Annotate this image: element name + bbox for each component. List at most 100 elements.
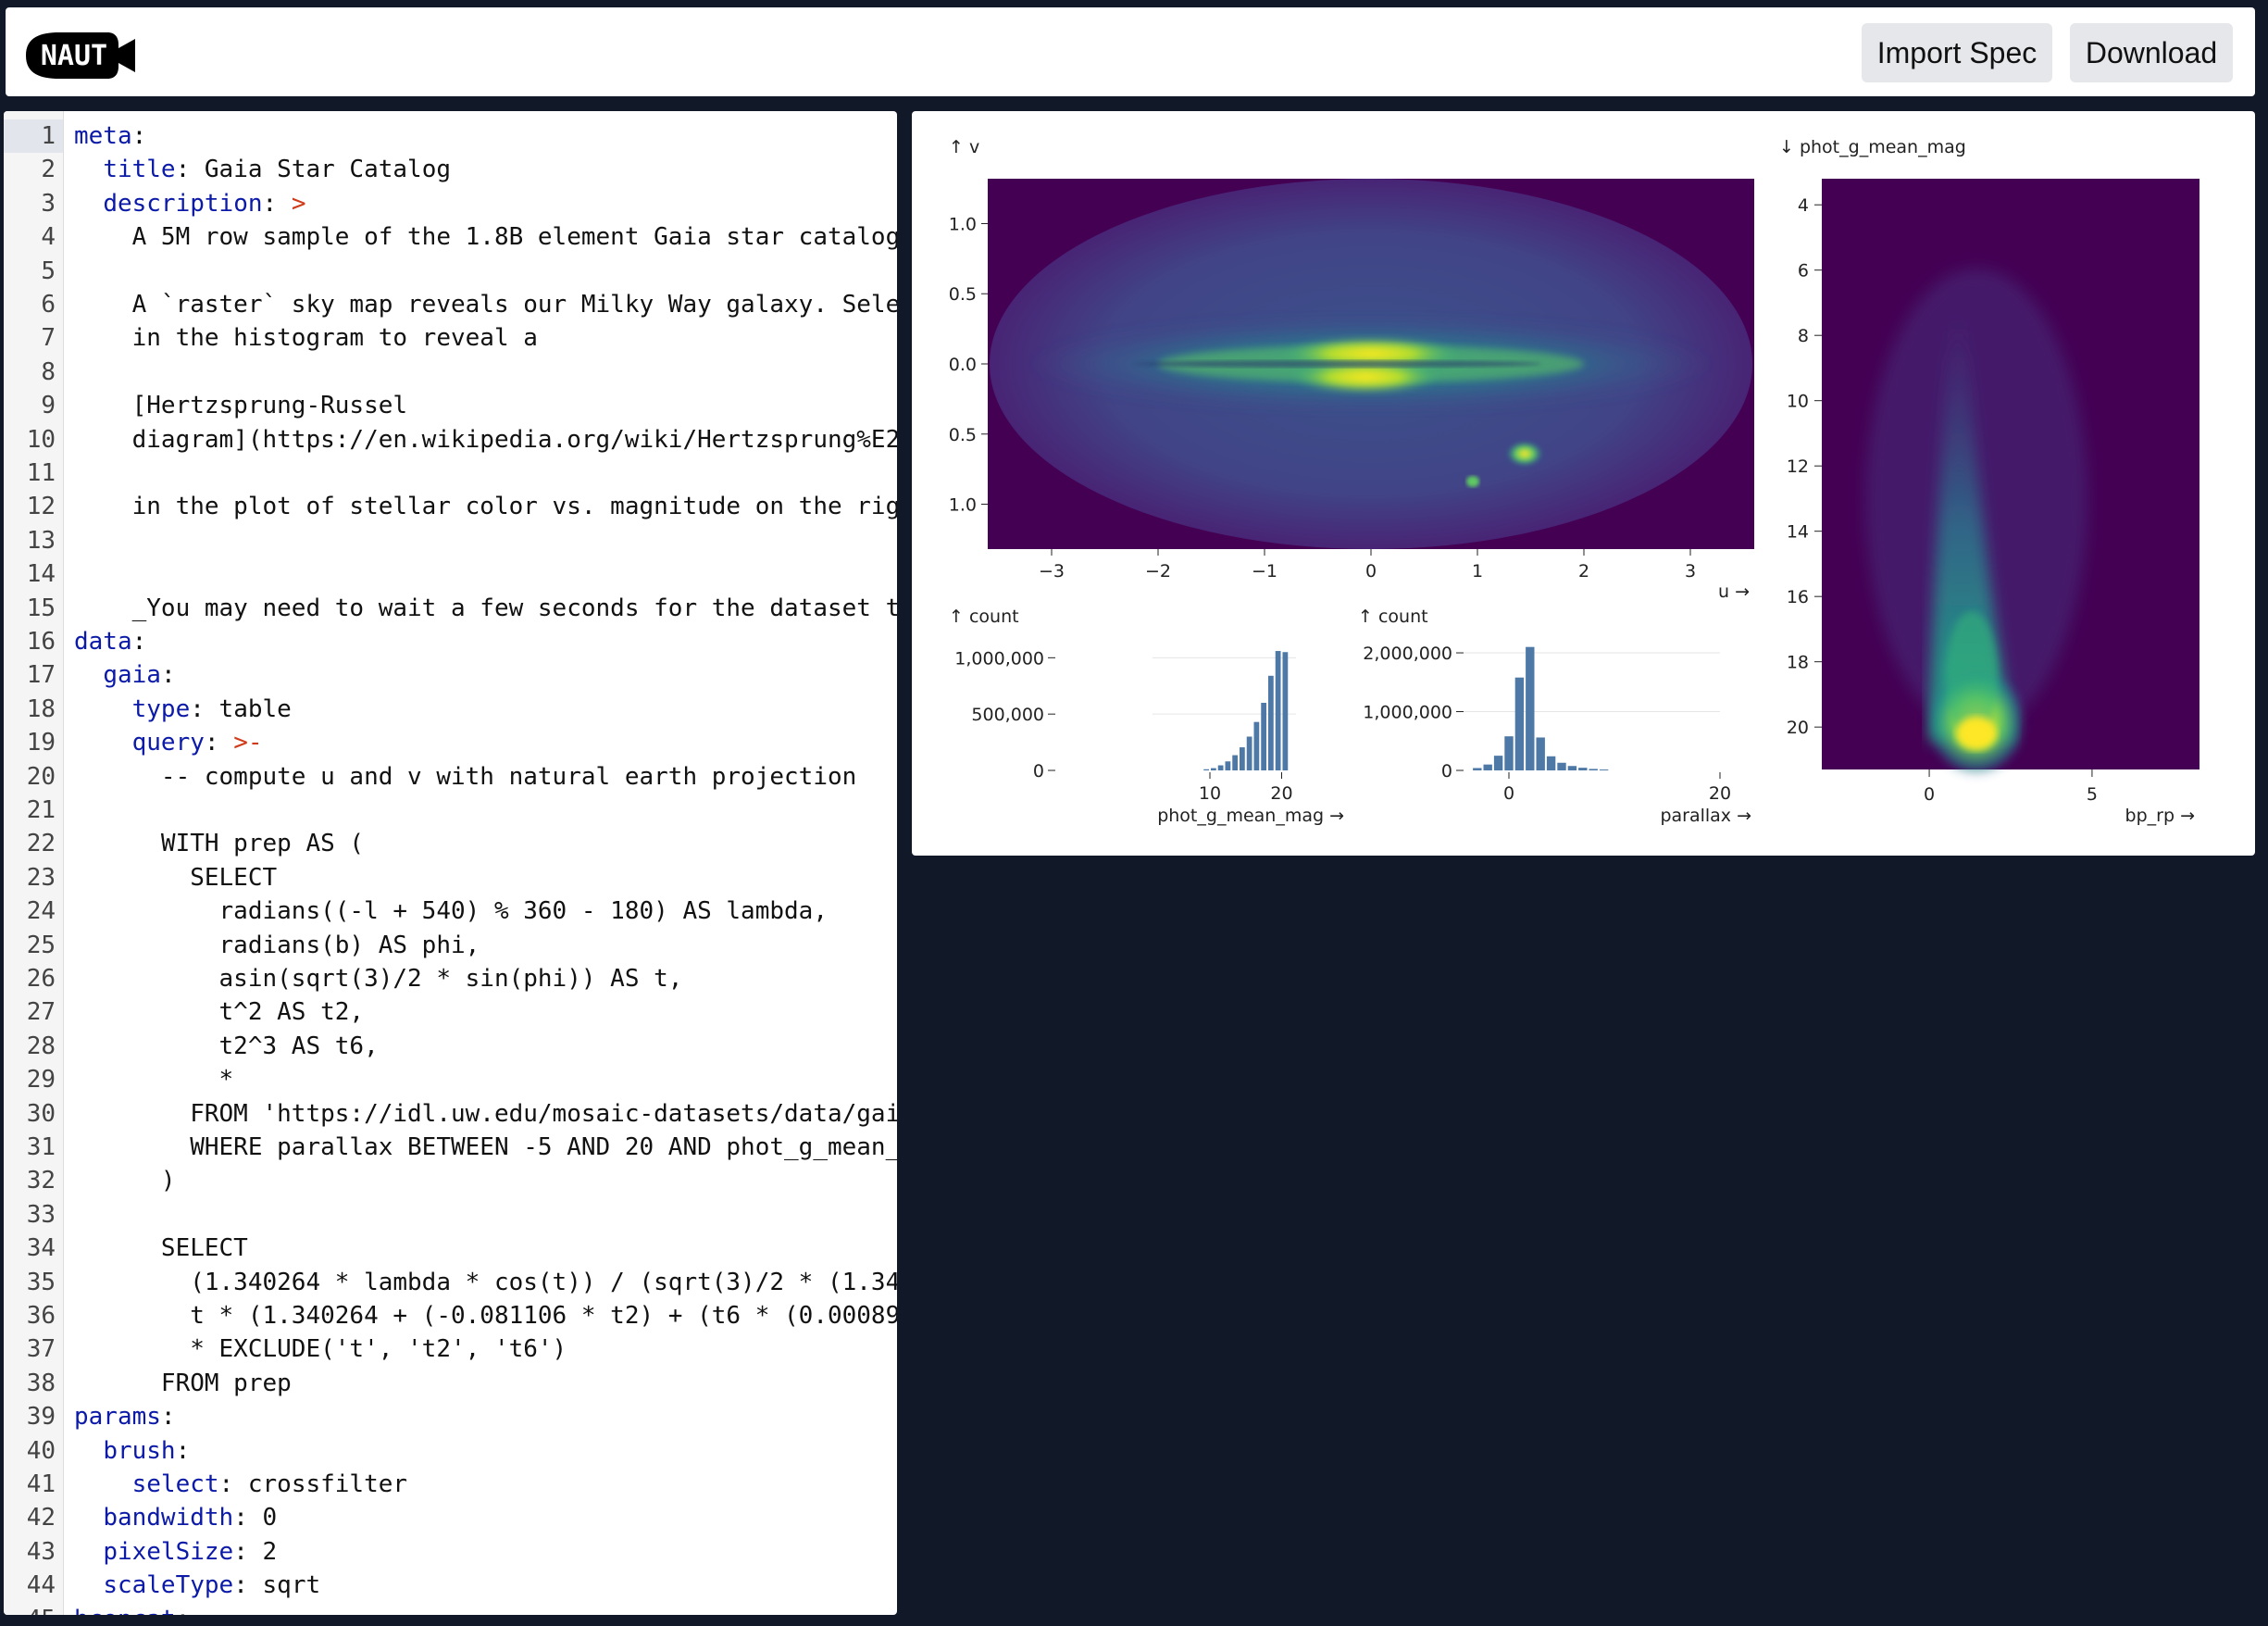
code-text bbox=[74, 695, 132, 723]
line-number: 8 bbox=[41, 357, 56, 386]
line-number: 15 bbox=[26, 594, 56, 622]
hist-bar[interactable] bbox=[1225, 761, 1231, 770]
hist-bar[interactable] bbox=[1203, 769, 1209, 770]
code-line[interactable]: query: >- bbox=[74, 726, 263, 759]
code-line[interactable]: radians(b) AS phi, bbox=[74, 929, 480, 962]
hist-bar[interactable] bbox=[1261, 703, 1266, 770]
hist-bar[interactable] bbox=[1232, 755, 1238, 770]
code-line[interactable]: t * (1.340264 + (-0.081106 * t2) + (t6 *… bbox=[74, 1299, 897, 1332]
hist-bar[interactable] bbox=[1493, 756, 1503, 770]
code-text: t^2 AS t2, bbox=[74, 998, 365, 1027]
code-line[interactable]: A `raster` sky map reveals our Milky Way… bbox=[74, 288, 897, 321]
code-line[interactable]: in the histogram to reveal a bbox=[74, 321, 538, 355]
code-line[interactable]: data: bbox=[74, 625, 146, 658]
hist-bar[interactable] bbox=[1567, 766, 1577, 770]
code-text: ) bbox=[74, 1167, 176, 1195]
hist-bar[interactable] bbox=[1282, 652, 1289, 770]
yaml-key: gaia bbox=[103, 661, 161, 690]
code-line[interactable]: SELECT bbox=[74, 861, 277, 894]
parallax-histogram[interactable]: 2,000,000 1,000,000 0 0 20 bbox=[1363, 644, 1731, 804]
hr-y-label: ↓ phot_g_mean_mag bbox=[1779, 137, 1966, 157]
code-line[interactable]: A 5M row sample of the 1.8B element Gaia… bbox=[74, 220, 897, 254]
hr-diagram-chart[interactable] bbox=[1822, 179, 2199, 778]
hist-bar[interactable] bbox=[1536, 737, 1545, 770]
code-line[interactable]: select: crossfilter bbox=[74, 1468, 407, 1501]
hist-bar[interactable] bbox=[1546, 756, 1556, 770]
yaml-key: meta bbox=[74, 122, 132, 150]
code-line[interactable]: hconcat: bbox=[74, 1603, 190, 1615]
code-line[interactable]: _You may need to wait a few seconds for … bbox=[74, 592, 897, 625]
code-line[interactable]: SELECT bbox=[74, 1232, 248, 1265]
code-text: in the histogram to reveal a bbox=[74, 324, 538, 353]
code-line[interactable]: t2^3 AS t6, bbox=[74, 1030, 379, 1063]
sky-y-tick-label: 1.0 bbox=[949, 214, 977, 234]
hist-bar[interactable] bbox=[1589, 769, 1598, 770]
code-line[interactable]: type: table bbox=[74, 693, 292, 726]
magnitude-histogram[interactable]: 1,000,000 500,000 0 10 20 bbox=[954, 648, 1296, 804]
code-line[interactable]: gaia: bbox=[74, 658, 175, 692]
code-text: WITH prep AS ( bbox=[74, 830, 365, 858]
download-button[interactable]: Download bbox=[2070, 23, 2233, 82]
code-line[interactable]: WITH prep AS ( bbox=[74, 827, 364, 860]
code-line[interactable]: FROM prep bbox=[74, 1367, 292, 1400]
line-number: 34 bbox=[26, 1234, 56, 1263]
code-text: FROM prep bbox=[74, 1369, 292, 1397]
code-line[interactable]: asin(sqrt(3)/2 * sin(phi)) AS t, bbox=[74, 962, 683, 995]
code-line[interactable]: title: Gaia Star Catalog bbox=[74, 153, 451, 186]
hist-y-tick-label: 2,000,000 bbox=[1363, 644, 1452, 664]
code-text: : 2 bbox=[233, 1537, 278, 1566]
hist-bar[interactable] bbox=[1253, 721, 1260, 770]
hist-bar[interactable] bbox=[1268, 675, 1274, 770]
code-line[interactable]: (1.340264 * lambda * cos(t)) / (sqrt(3)/… bbox=[74, 1266, 897, 1299]
sky-x-label: u → bbox=[1718, 582, 1750, 602]
code-line[interactable]: * bbox=[74, 1063, 234, 1096]
code-line[interactable]: diagram](https://en.wikipedia.org/wiki/H… bbox=[74, 423, 897, 457]
hist-bar[interactable] bbox=[1557, 762, 1566, 770]
code-line[interactable]: -- compute u and v with natural earth pr… bbox=[74, 760, 856, 794]
sky-map-chart[interactable] bbox=[988, 179, 1754, 549]
naut-logo[interactable]: NAUT bbox=[22, 30, 139, 81]
hr-y-tick-label: 8 bbox=[1798, 326, 1809, 346]
line-number: 1 bbox=[41, 122, 56, 150]
hist2-x-label: parallax → bbox=[1660, 806, 1751, 826]
code-line[interactable]: t^2 AS t2, bbox=[74, 995, 365, 1029]
hist-x-tick-label: 10 bbox=[1199, 783, 1221, 804]
code-line[interactable]: params: bbox=[74, 1400, 176, 1433]
hist-bar[interactable] bbox=[1246, 736, 1252, 771]
hist-bar[interactable] bbox=[1240, 747, 1245, 770]
code-line[interactable]: meta: bbox=[74, 119, 146, 153]
line-number: 41 bbox=[26, 1470, 56, 1498]
hist-bar[interactable] bbox=[1275, 651, 1281, 770]
hist-bar[interactable] bbox=[1483, 764, 1492, 770]
hist-bar[interactable] bbox=[1217, 765, 1224, 770]
code-line[interactable]: [Hertzsprung-Russel bbox=[74, 389, 407, 422]
hist-bar[interactable] bbox=[1526, 646, 1535, 770]
hist-bar[interactable] bbox=[1473, 768, 1482, 770]
line-number: 33 bbox=[26, 1200, 56, 1229]
hr-y-tick-label: 14 bbox=[1787, 522, 1809, 543]
line-number: 32 bbox=[26, 1167, 56, 1195]
code-line[interactable]: WHERE parallax BETWEEN -5 AND 20 AND pho… bbox=[74, 1131, 897, 1164]
code-line[interactable]: radians((-l + 540) % 360 - 180) AS lambd… bbox=[74, 894, 828, 928]
code-line[interactable]: description: > bbox=[74, 187, 305, 220]
code-line[interactable]: in the plot of stellar color vs. magnitu… bbox=[74, 490, 897, 523]
code-text: : bbox=[131, 628, 147, 656]
code-line[interactable]: ) bbox=[74, 1164, 176, 1197]
hist-bar[interactable] bbox=[1514, 677, 1525, 770]
code-line[interactable]: FROM 'https://idl.uw.edu/mosaic-datasets… bbox=[74, 1097, 897, 1131]
code-line[interactable]: bandwidth: 0 bbox=[74, 1501, 277, 1534]
line-number: 3 bbox=[41, 189, 56, 218]
spec-editor[interactable]: 1 2 3 4 5 6 7 8 9 10 11 12 13 14 15 16 17 18 19 20 21 22 23 24 2… bbox=[4, 111, 897, 1615]
code-text bbox=[74, 1470, 132, 1498]
hist-bar[interactable] bbox=[1504, 736, 1514, 770]
line-number: 2 bbox=[41, 156, 56, 184]
hist-bar[interactable] bbox=[1578, 768, 1588, 770]
import-spec-button[interactable]: Import Spec bbox=[1862, 23, 2052, 82]
code-line[interactable]: * EXCLUDE('t', 't2', 't6') bbox=[74, 1332, 567, 1366]
hist-bar[interactable] bbox=[1211, 768, 1216, 770]
code-line[interactable]: pixelSize: 2 bbox=[74, 1535, 277, 1569]
code-line[interactable]: brush: bbox=[74, 1434, 190, 1468]
code-line[interactable]: scaleType: sqrt bbox=[74, 1569, 320, 1602]
hist-bar[interactable] bbox=[1599, 769, 1609, 770]
yaml-key: description bbox=[103, 189, 263, 218]
